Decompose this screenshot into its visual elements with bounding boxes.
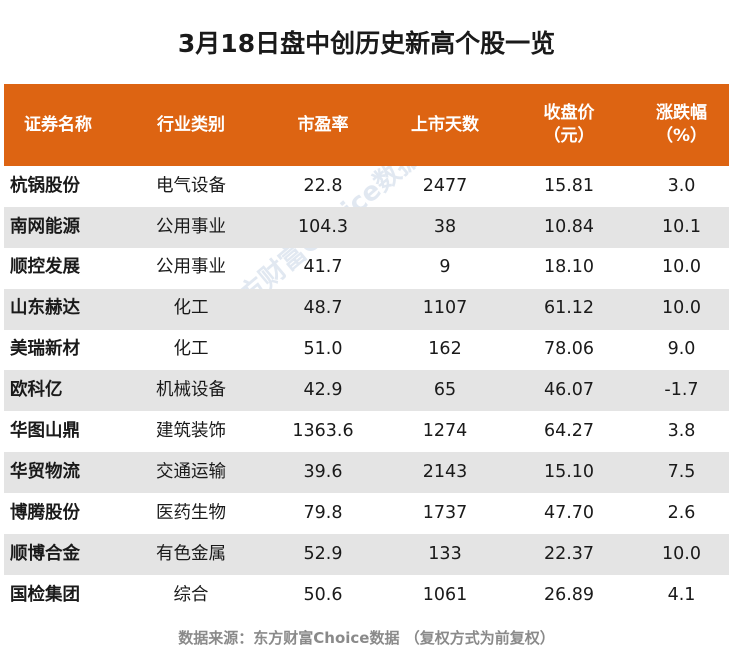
table-row: 华贸物流 交通运输 39.6 2143 15.10 7.5 <box>4 452 729 494</box>
table-cell: 1107 <box>422 298 468 319</box>
chart-title: 3月18日盘中创历史新高个股一览 <box>177 29 556 58</box>
table-cell: 133 <box>428 543 462 564</box>
table-cell: 15.81 <box>543 175 595 196</box>
table-row: 欧科亿 机械设备 42.9 65 46.07 -1.7 <box>4 370 729 412</box>
table-cell: 1737 <box>422 502 468 523</box>
table-cell: 3.0 <box>667 175 696 196</box>
table-cell: 公用事业 <box>156 216 226 237</box>
table-cell: 52.9 <box>303 543 343 564</box>
table-cell: 22.37 <box>543 543 595 564</box>
table-cell: 42.9 <box>303 380 343 401</box>
table-cell: 10.1 <box>662 216 701 237</box>
table-cell: 顺博合金 <box>10 543 80 564</box>
table-cell: 综合 <box>173 584 209 605</box>
table-cell: 65 <box>433 380 457 401</box>
table-cell: 46.07 <box>543 380 595 401</box>
table-cell: 杭锅股份 <box>10 175 80 196</box>
table-cell: 山东赫达 <box>10 298 80 319</box>
table-cell: 2477 <box>422 175 468 196</box>
table-cell: 41.7 <box>303 257 343 278</box>
table-cell: 3.8 <box>667 420 696 441</box>
column-header-5: 涨跌幅 （%） <box>655 103 708 146</box>
table-cell: 10.0 <box>662 257 701 278</box>
column-header-1: 行业类别 <box>157 114 225 135</box>
table-cell: 交通运输 <box>156 461 226 482</box>
table-cell: 26.89 <box>543 584 595 605</box>
table-cell: 39.6 <box>303 461 343 482</box>
column-header-2: 市盈率 <box>297 114 349 135</box>
table-cell: 7.5 <box>667 461 696 482</box>
table-cell: 医药生物 <box>156 502 226 523</box>
table-cell: 15.10 <box>543 461 595 482</box>
table-cell: 华图山鼎 <box>10 420 80 441</box>
table-row: 博腾股份 医药生物 79.8 1737 47.70 2.6 <box>4 493 729 534</box>
table-cell: 22.8 <box>303 175 343 196</box>
table-row: 山东赫达 化工 48.7 1107 61.12 10.0 <box>4 288 729 330</box>
table-cell: 10.0 <box>662 298 701 319</box>
column-header-3: 上市天数 <box>411 114 479 135</box>
table-cell: 博腾股份 <box>10 502 80 523</box>
table-cell: 10.0 <box>662 543 701 564</box>
table-row: 美瑞新材 化工 51.0 162 78.06 9.0 <box>4 330 729 371</box>
table-cell: 化工 <box>173 298 209 319</box>
table-cell: 104.3 <box>297 216 349 237</box>
table-cell: 18.10 <box>543 257 595 278</box>
table-cell: 化工 <box>173 339 209 360</box>
table-cell: -1.7 <box>664 380 699 401</box>
data-source-note: 数据来源：东方财富Choice数据 （复权方式为前复权） <box>178 628 555 647</box>
table-cell: 64.27 <box>543 420 595 441</box>
table-cell: 47.70 <box>543 502 595 523</box>
column-header-0: 证券名称 <box>24 114 92 135</box>
table-cell: 国检集团 <box>10 584 80 605</box>
table-header: 证券名称 行业类别 市盈率 上市天数 收盘价 （元） 涨跌幅 （%） <box>4 84 729 166</box>
table-cell: 1363.6 <box>292 420 354 441</box>
table-cell: 1061 <box>422 584 468 605</box>
table-cell: 9 <box>439 257 451 278</box>
table-cell: 10.84 <box>543 216 595 237</box>
table-cell: 9.0 <box>667 339 696 360</box>
table-row: 华图山鼎 建筑装饰 1363.6 1274 64.27 3.8 <box>4 411 729 452</box>
table-cell: 38 <box>433 216 457 237</box>
table-cell: 79.8 <box>303 502 343 523</box>
table-cell: 电气设备 <box>156 175 226 196</box>
table-cell: 48.7 <box>303 298 343 319</box>
table-cell: 1274 <box>422 420 468 441</box>
table-cell: 61.12 <box>543 298 595 319</box>
table-row: 顺博合金 有色金属 52.9 133 22.37 10.0 <box>4 534 729 575</box>
table-cell: 建筑装饰 <box>156 420 226 441</box>
table-cell: 78.06 <box>543 339 595 360</box>
table-body: 杭锅股份 电气设备 22.8 2477 15.81 3.0 南网能源 公用事业 104.3 38 1… <box>4 166 729 616</box>
table-cell: 50.6 <box>303 584 343 605</box>
table-cell: 51.0 <box>303 339 343 360</box>
table-cell: 2.6 <box>667 502 696 523</box>
table-row: 南网能源 公用事业 104.3 38 10.84 10.1 <box>4 206 729 248</box>
table-cell: 机械设备 <box>156 380 226 401</box>
table-cell: 顺控发展 <box>10 257 80 278</box>
table-cell: 欧科亿 <box>10 380 63 401</box>
stock-table: 证券名称 行业类别 市盈率 上市天数 收盘价 （元） 涨跌幅 （%） 杭锅股份 电气设备 22.8… <box>4 84 729 616</box>
table-cell: 美瑞新材 <box>10 339 80 360</box>
table-cell: 2143 <box>422 461 468 482</box>
table-row: 顺控发展 公用事业 41.7 9 18.10 10.0 <box>4 248 729 289</box>
table-cell: 162 <box>428 339 462 360</box>
table-cell: 4.1 <box>667 584 696 605</box>
table-cell: 公用事业 <box>156 257 226 278</box>
column-header-4: 收盘价 （元） <box>543 103 595 146</box>
table-cell: 华贸物流 <box>10 461 80 482</box>
table-cell: 有色金属 <box>156 543 226 564</box>
table-row: 杭锅股份 电气设备 22.8 2477 15.81 3.0 <box>4 166 729 207</box>
table-cell: 南网能源 <box>10 216 80 237</box>
table-row: 国检集团 综合 50.6 1061 26.89 4.1 <box>4 575 729 616</box>
